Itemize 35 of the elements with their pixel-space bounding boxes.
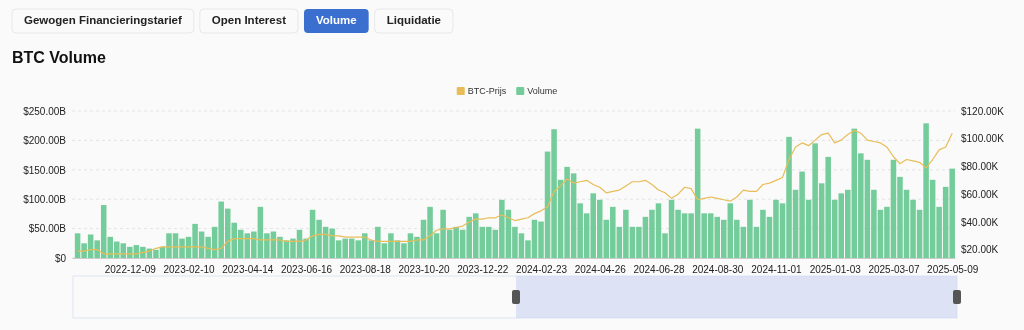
y-tick-label: $100.00B bbox=[23, 193, 67, 205]
x-tick-label: 2024-08-30 bbox=[692, 264, 744, 276]
text: Liquidatie bbox=[386, 14, 441, 26]
x-tick-label: 2025-05-09 bbox=[927, 264, 979, 276]
x-tick-label: 2023-04-14 bbox=[222, 264, 274, 276]
y-tick-label: $0 bbox=[54, 252, 67, 264]
chart-title: BTC Volume bbox=[12, 49, 107, 66]
line-series bbox=[77, 129, 953, 255]
y2-tick-label: $20.00K bbox=[961, 244, 999, 256]
y-tick-label: $150.00B bbox=[23, 164, 67, 176]
legend-label: Volume bbox=[527, 86, 558, 96]
y2-tick-label: $40.00K bbox=[961, 216, 999, 228]
x-tick-label: 2023-08-18 bbox=[339, 264, 392, 276]
y2-tick-label: $80.00K bbox=[961, 161, 999, 173]
text: Open Interest bbox=[211, 14, 287, 26]
text: Volume bbox=[315, 14, 357, 26]
x-tick-label: 2024-04-26 bbox=[574, 264, 627, 276]
text: Gewogen Financieringstarief bbox=[24, 14, 183, 26]
y-tick-label: $250.00B bbox=[23, 105, 67, 117]
x-tick-label: 2024-11-01 bbox=[751, 264, 803, 276]
x-tick-label: 2023-06-16 bbox=[280, 264, 333, 276]
x-tick-label: 2023-10-20 bbox=[398, 264, 451, 276]
y2-tick-label: $100.00K bbox=[961, 133, 1005, 145]
y-tick-label: $50.00B bbox=[28, 223, 67, 235]
x-tick-label: 2023-12-22 bbox=[457, 264, 509, 276]
x-tick-label: 2025-01-03 bbox=[809, 264, 862, 276]
x-tick-label: 2022-12-09 bbox=[104, 264, 157, 276]
y-tick-label: $200.00B bbox=[23, 135, 67, 147]
legend-label: BTC-Prijs bbox=[467, 86, 507, 96]
x-tick-label: 2023-02-10 bbox=[163, 264, 216, 276]
y2-tick-label: $60.00K bbox=[961, 188, 999, 200]
y2-tick-label: $120.00K bbox=[961, 105, 1005, 117]
x-tick-label: 2024-06-28 bbox=[633, 264, 685, 276]
x-tick-label: 2025-03-07 bbox=[868, 264, 920, 276]
x-tick-label: 2024-02-23 bbox=[515, 264, 568, 276]
